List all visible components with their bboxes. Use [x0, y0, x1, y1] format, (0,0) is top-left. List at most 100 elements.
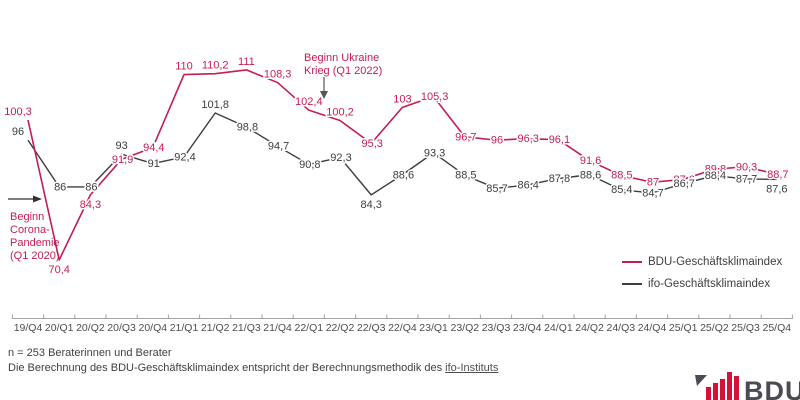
bdu-value-label: 100,2 — [326, 106, 354, 118]
ifo-value-label: 86,4 — [517, 180, 538, 192]
ukraine-arrow-icon — [320, 77, 328, 99]
bdu-value-label: 88,7 — [767, 169, 788, 181]
x-axis-label: 22/Q1 — [294, 322, 323, 334]
ifo-value-label: 92,3 — [330, 152, 351, 164]
x-axis-label: 23/Q2 — [450, 322, 479, 334]
bdu-value-label: 103 — [393, 93, 411, 105]
sample-size-note: n = 253 Beraterinnen und Berater — [8, 347, 172, 359]
ifo-value-label: 88,6 — [580, 169, 601, 181]
bdu-value-label: 89,8 — [705, 164, 726, 176]
bdu-logo-bars-icon — [695, 372, 739, 400]
bdu-logo: BDU — [690, 368, 800, 400]
ifo-value-label: 88,4 — [705, 170, 726, 182]
ifo-value-label: 92,4 — [174, 151, 195, 163]
corona-arrow-icon — [8, 195, 42, 203]
bdu-value-label: 96,7 — [455, 131, 476, 143]
corona-annotation-line: Beginn — [10, 211, 45, 223]
bdu-value-label: 87,6 — [673, 174, 694, 186]
ifo-value-label: 93 — [115, 140, 127, 152]
x-axis-label: 20/Q2 — [76, 322, 105, 334]
x-axis-label: 19/Q4 — [14, 322, 43, 334]
x-axis-label: 24/Q2 — [575, 322, 604, 334]
ifo-value-label: 87,7 — [736, 173, 757, 185]
x-axis-label: 23/Q1 — [419, 322, 448, 334]
ifo-value-label: 91 — [148, 158, 160, 170]
footnotes: n = 253 Beraterinnen und Berater Die Ber… — [8, 346, 498, 376]
bdu-value-label: 88,5 — [611, 170, 632, 182]
ifo-value-label: 86,7 — [673, 178, 694, 190]
bdu-value-label: 96,1 — [549, 134, 570, 146]
ifo-value-label: 87,6 — [766, 183, 787, 195]
x-axis-label: 25/Q3 — [731, 322, 760, 334]
ifo-series-line — [27, 112, 777, 196]
bdu-series-line — [27, 69, 777, 261]
x-axis-label: 25/Q2 — [700, 322, 729, 334]
x-axis-label: 24/Q1 — [544, 322, 573, 334]
bdu-value-label: 111 — [238, 56, 255, 68]
ifo-value-label: 96 — [12, 126, 24, 138]
x-axis-label: 22/Q2 — [326, 322, 355, 334]
x-axis-label: 21/Q2 — [201, 322, 230, 334]
bdu-value-label: 100,3 — [4, 106, 32, 118]
chart-legend: BDU-Geschäftsklimaindex ifo-Geschäftskli… — [622, 251, 782, 295]
x-axis-label: 24/Q4 — [638, 322, 667, 334]
bdu-value-label: 70,4 — [48, 264, 69, 276]
bdu-line-swatch-icon — [622, 261, 642, 263]
ukraine-annotation-line: Beginn Ukraine — [304, 52, 380, 64]
x-axis-label: 24/Q3 — [606, 322, 635, 334]
x-axis-label: 22/Q3 — [357, 322, 386, 334]
ukraine-annotation-line: Krieg (Q1 2022) — [304, 65, 383, 77]
x-axis-label: 20/Q1 — [45, 322, 74, 334]
corona-annotation-line: Pandemie — [10, 237, 60, 249]
climate-index-line-chart: 19/Q4 20/Q1 20/Q2 20/Q3 20/Q4 21/Q1 21/Q2 21/Q3… — [3, 54, 793, 334]
ifo-value-label: 86 — [85, 181, 97, 193]
x-axis-label: 25/Q4 — [762, 322, 791, 334]
methodology-note-text: Die Berechnung des BDU-Geschäftsklimaind… — [8, 362, 446, 374]
ifo-value-label: 88,5 — [455, 170, 476, 182]
ifo-value-label: 85,4 — [611, 184, 632, 196]
ifo-value-label: 98,8 — [237, 122, 258, 134]
bdu-value-label: 84,3 — [80, 199, 101, 211]
legend-label-ifo: ifo-Geschäftsklimaindex — [648, 278, 771, 290]
x-axis-label: 20/Q4 — [138, 322, 167, 334]
ifo-value-label: 84,7 — [642, 188, 663, 200]
corona-annotation-line: Corona- — [10, 224, 50, 236]
ifo-institut-link[interactable]: ifo-Instituts — [445, 362, 499, 374]
bdu-value-label: 102,4 — [295, 96, 323, 108]
legend-item-ifo: ifo-Geschäftsklimaindex — [622, 273, 782, 295]
bdu-value-label: 87 — [647, 177, 659, 189]
x-axis-label: 23/Q4 — [513, 322, 542, 334]
bdu-value-label: 91,9 — [112, 154, 133, 166]
corona-annotation: Beginn Corona- Pandemie (Q1 2020) — [10, 211, 60, 263]
ifo-value-label: 88,6 — [393, 169, 414, 181]
ifo-value-label: 90,8 — [299, 159, 320, 171]
methodology-note: Die Berechnung des BDU-Geschäftsklimaind… — [8, 361, 498, 376]
ifo-value-label: 93,3 — [424, 147, 445, 159]
ifo-value-label: 94,7 — [268, 141, 289, 153]
x-axis-label: 25/Q1 — [669, 322, 698, 334]
x-axis-label: 21/Q4 — [263, 322, 292, 334]
bdu-logo-text: BDU — [744, 376, 800, 400]
bdu-value-label: 94,4 — [143, 142, 164, 154]
bdu-value-label: 96 — [491, 135, 503, 147]
ukraine-annotation: Beginn Ukraine Krieg (Q1 2022) — [304, 52, 382, 78]
bdu-value-label: 105,3 — [421, 91, 449, 103]
x-axis-label: 23/Q3 — [482, 322, 511, 334]
ifo-value-label: 84,3 — [360, 199, 381, 211]
bdu-value-label: 96,3 — [517, 133, 538, 145]
ifo-value-label: 85,7 — [486, 183, 507, 195]
ifo-value-label: 86 — [54, 181, 66, 193]
x-axis-label: 22/Q4 — [388, 322, 417, 334]
corona-annotation-line: (Q1 2020) — [10, 250, 60, 262]
x-axis-label: 21/Q3 — [232, 322, 261, 334]
bdu-value-label: 95,3 — [361, 138, 382, 150]
bdu-value-label: 110 — [175, 61, 193, 73]
bdu-value-label: 110,2 — [202, 60, 229, 72]
bdu-value-label: 90,3 — [736, 161, 757, 173]
ifo-value-label: 87,8 — [549, 173, 570, 185]
legend-label-bdu: BDU-Geschäftsklimaindex — [648, 256, 783, 268]
x-axis-label: 20/Q3 — [107, 322, 136, 334]
bdu-value-label: 108,3 — [264, 69, 292, 81]
ifo-value-label: 101,8 — [201, 99, 229, 111]
